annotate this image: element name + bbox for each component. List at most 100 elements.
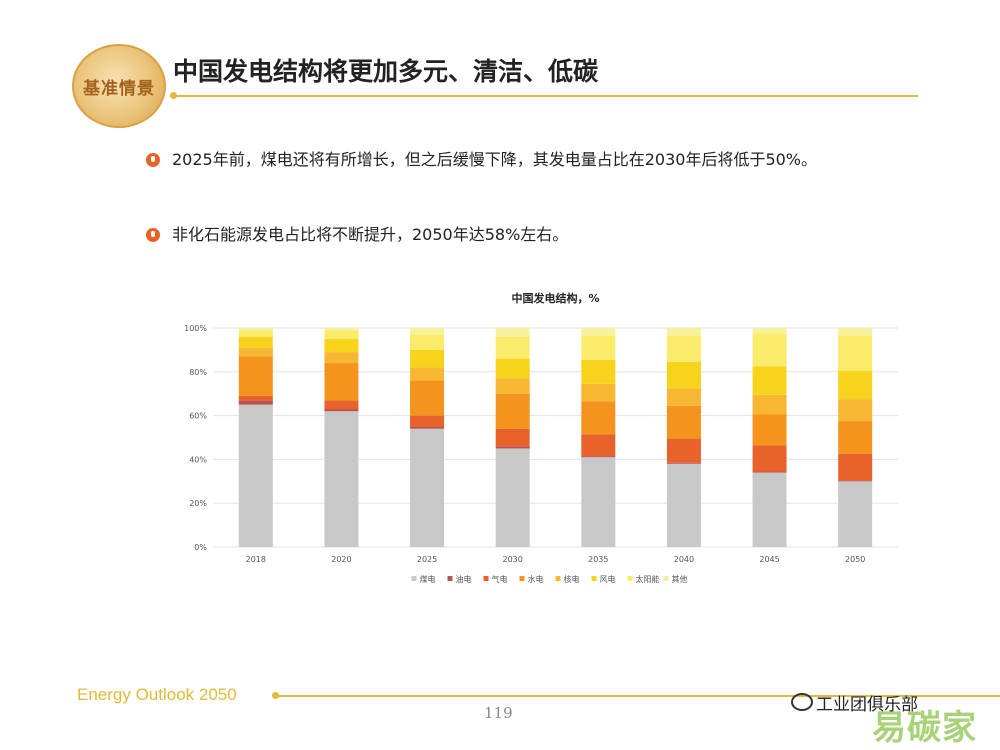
bar-segment <box>495 448 530 547</box>
legend-swatch <box>447 576 453 581</box>
bar-segment <box>410 415 445 427</box>
logo-text: 基准情景 <box>83 79 155 99</box>
legend-swatch <box>555 576 561 581</box>
bar-segment <box>410 428 445 547</box>
bar-segment <box>838 421 873 454</box>
y-tick-label: 20% <box>189 499 207 508</box>
title-rule-dot <box>170 92 177 99</box>
bullet-text: 2025年前，煤电还将有所增长，但之后缓慢下降，其发电量占比在2030年后将低于… <box>172 150 818 169</box>
x-tick-label: 2020 <box>331 555 351 564</box>
bar-segment <box>666 438 701 463</box>
x-tick-label: 2025 <box>417 555 437 564</box>
bar-segment <box>838 399 873 422</box>
legend-swatch <box>519 576 525 581</box>
legend-label: 其他 <box>672 574 688 584</box>
x-tick-label: 2045 <box>759 555 779 564</box>
footer-rule-dot <box>272 692 279 699</box>
bullet-text: 非化石能源发电占比将不断提升，2050年达58%左右。 <box>172 225 569 244</box>
wechat-icon <box>791 693 813 711</box>
bar-segment <box>324 352 359 364</box>
bar-segment <box>666 463 701 547</box>
bar-segment <box>581 359 616 384</box>
y-tick-label: 80% <box>189 368 207 377</box>
stacked-bar-chart: 中国发电结构，% 0% 20% 40% 60% 80% 100% 2018 2020 2025 20… <box>184 291 898 584</box>
legend-label: 风电 <box>600 574 616 584</box>
legend-label: 气电 <box>492 574 508 584</box>
bullet-icon <box>146 228 160 242</box>
legend-label: 油电 <box>456 574 472 584</box>
bar-segment <box>410 380 445 416</box>
bar-segment <box>495 328 530 337</box>
x-tick-label: 2050 <box>845 555 865 564</box>
bullet-icon <box>146 153 160 167</box>
bar-segment <box>324 328 359 331</box>
logo-globe-icon <box>72 44 166 128</box>
bar-segment <box>324 330 359 339</box>
bar-segment <box>752 445 787 472</box>
bar-segment <box>581 401 616 435</box>
bar-segment <box>410 349 445 368</box>
footer-rule <box>276 695 1000 697</box>
watermark-logo: 易碳家 <box>872 708 977 748</box>
bar-segment <box>752 328 787 334</box>
bar-segment <box>410 367 445 381</box>
legend-label: 水电 <box>528 574 544 584</box>
bar-segment <box>581 457 616 547</box>
bar-segment <box>324 400 359 410</box>
legend-swatch <box>483 576 489 581</box>
x-tick-label: 2030 <box>503 555 523 564</box>
bar-segment <box>581 335 616 360</box>
legend-label: 太阳能 <box>636 574 660 584</box>
bar-segment <box>666 328 701 336</box>
bar-segment <box>495 378 530 394</box>
bar-segment <box>581 328 616 336</box>
bar-segment <box>324 409 359 412</box>
bar-segment <box>495 446 530 449</box>
page-title: 中国发电结构将更加多元、清洁、低碳 <box>173 57 599 86</box>
bar-segment <box>666 462 701 464</box>
bar-segment <box>838 370 873 400</box>
x-tick-label: 2018 <box>246 555 266 564</box>
bar-segment <box>838 453 873 481</box>
bar-segment <box>752 394 787 415</box>
bar-segment <box>838 481 873 547</box>
bar-segment <box>495 358 530 379</box>
chart: 中国发电结构，% 0% 20% 40% 60% 80% 100% 2018 2020 2025 20… <box>168 275 918 605</box>
bar-segment <box>666 335 701 362</box>
bar-segment <box>238 404 273 547</box>
y-tick-label: 100% <box>184 324 207 333</box>
bar-segment <box>666 405 701 439</box>
bar-segment <box>324 363 359 401</box>
bar-segment <box>666 361 701 389</box>
bar-segment <box>495 393 530 429</box>
legend-swatch <box>663 576 669 581</box>
legend-label: 核电 <box>564 574 580 584</box>
legend-swatch <box>591 576 597 581</box>
bar-segment <box>752 333 787 367</box>
bar-segment <box>495 336 530 359</box>
bar-segment <box>238 330 273 337</box>
bar-segment <box>324 338 359 353</box>
bar-segment <box>238 347 273 357</box>
bullet-item: 2025年前，煤电还将有所增长，但之后缓慢下降，其发电量占比在2030年后将低于… <box>146 145 926 175</box>
bar-segment <box>838 335 873 371</box>
x-tick-label: 2035 <box>588 555 608 564</box>
y-tick-label: 60% <box>189 412 207 421</box>
bar-segment <box>410 426 445 429</box>
bar-segment <box>238 328 273 331</box>
footer-label: Energy Outlook 2050 <box>77 685 237 704</box>
bar-segment <box>838 328 873 336</box>
bar-segment <box>495 428 530 447</box>
legend-swatch <box>411 576 417 581</box>
bar-segment <box>324 411 359 547</box>
legend-label: 煤电 <box>420 574 436 584</box>
bar-segment <box>752 471 787 473</box>
bar-segment <box>581 383 616 402</box>
title-rule <box>174 95 918 97</box>
watermark-text: 工业团俱乐部 <box>816 695 918 715</box>
bar-segment <box>581 434 616 457</box>
bar-segment <box>752 366 787 395</box>
bullet-item: 非化石能源发电占比将不断提升，2050年达58%左右。 <box>146 220 926 250</box>
page-number: 119 <box>484 704 513 722</box>
bar-segment <box>238 336 273 348</box>
